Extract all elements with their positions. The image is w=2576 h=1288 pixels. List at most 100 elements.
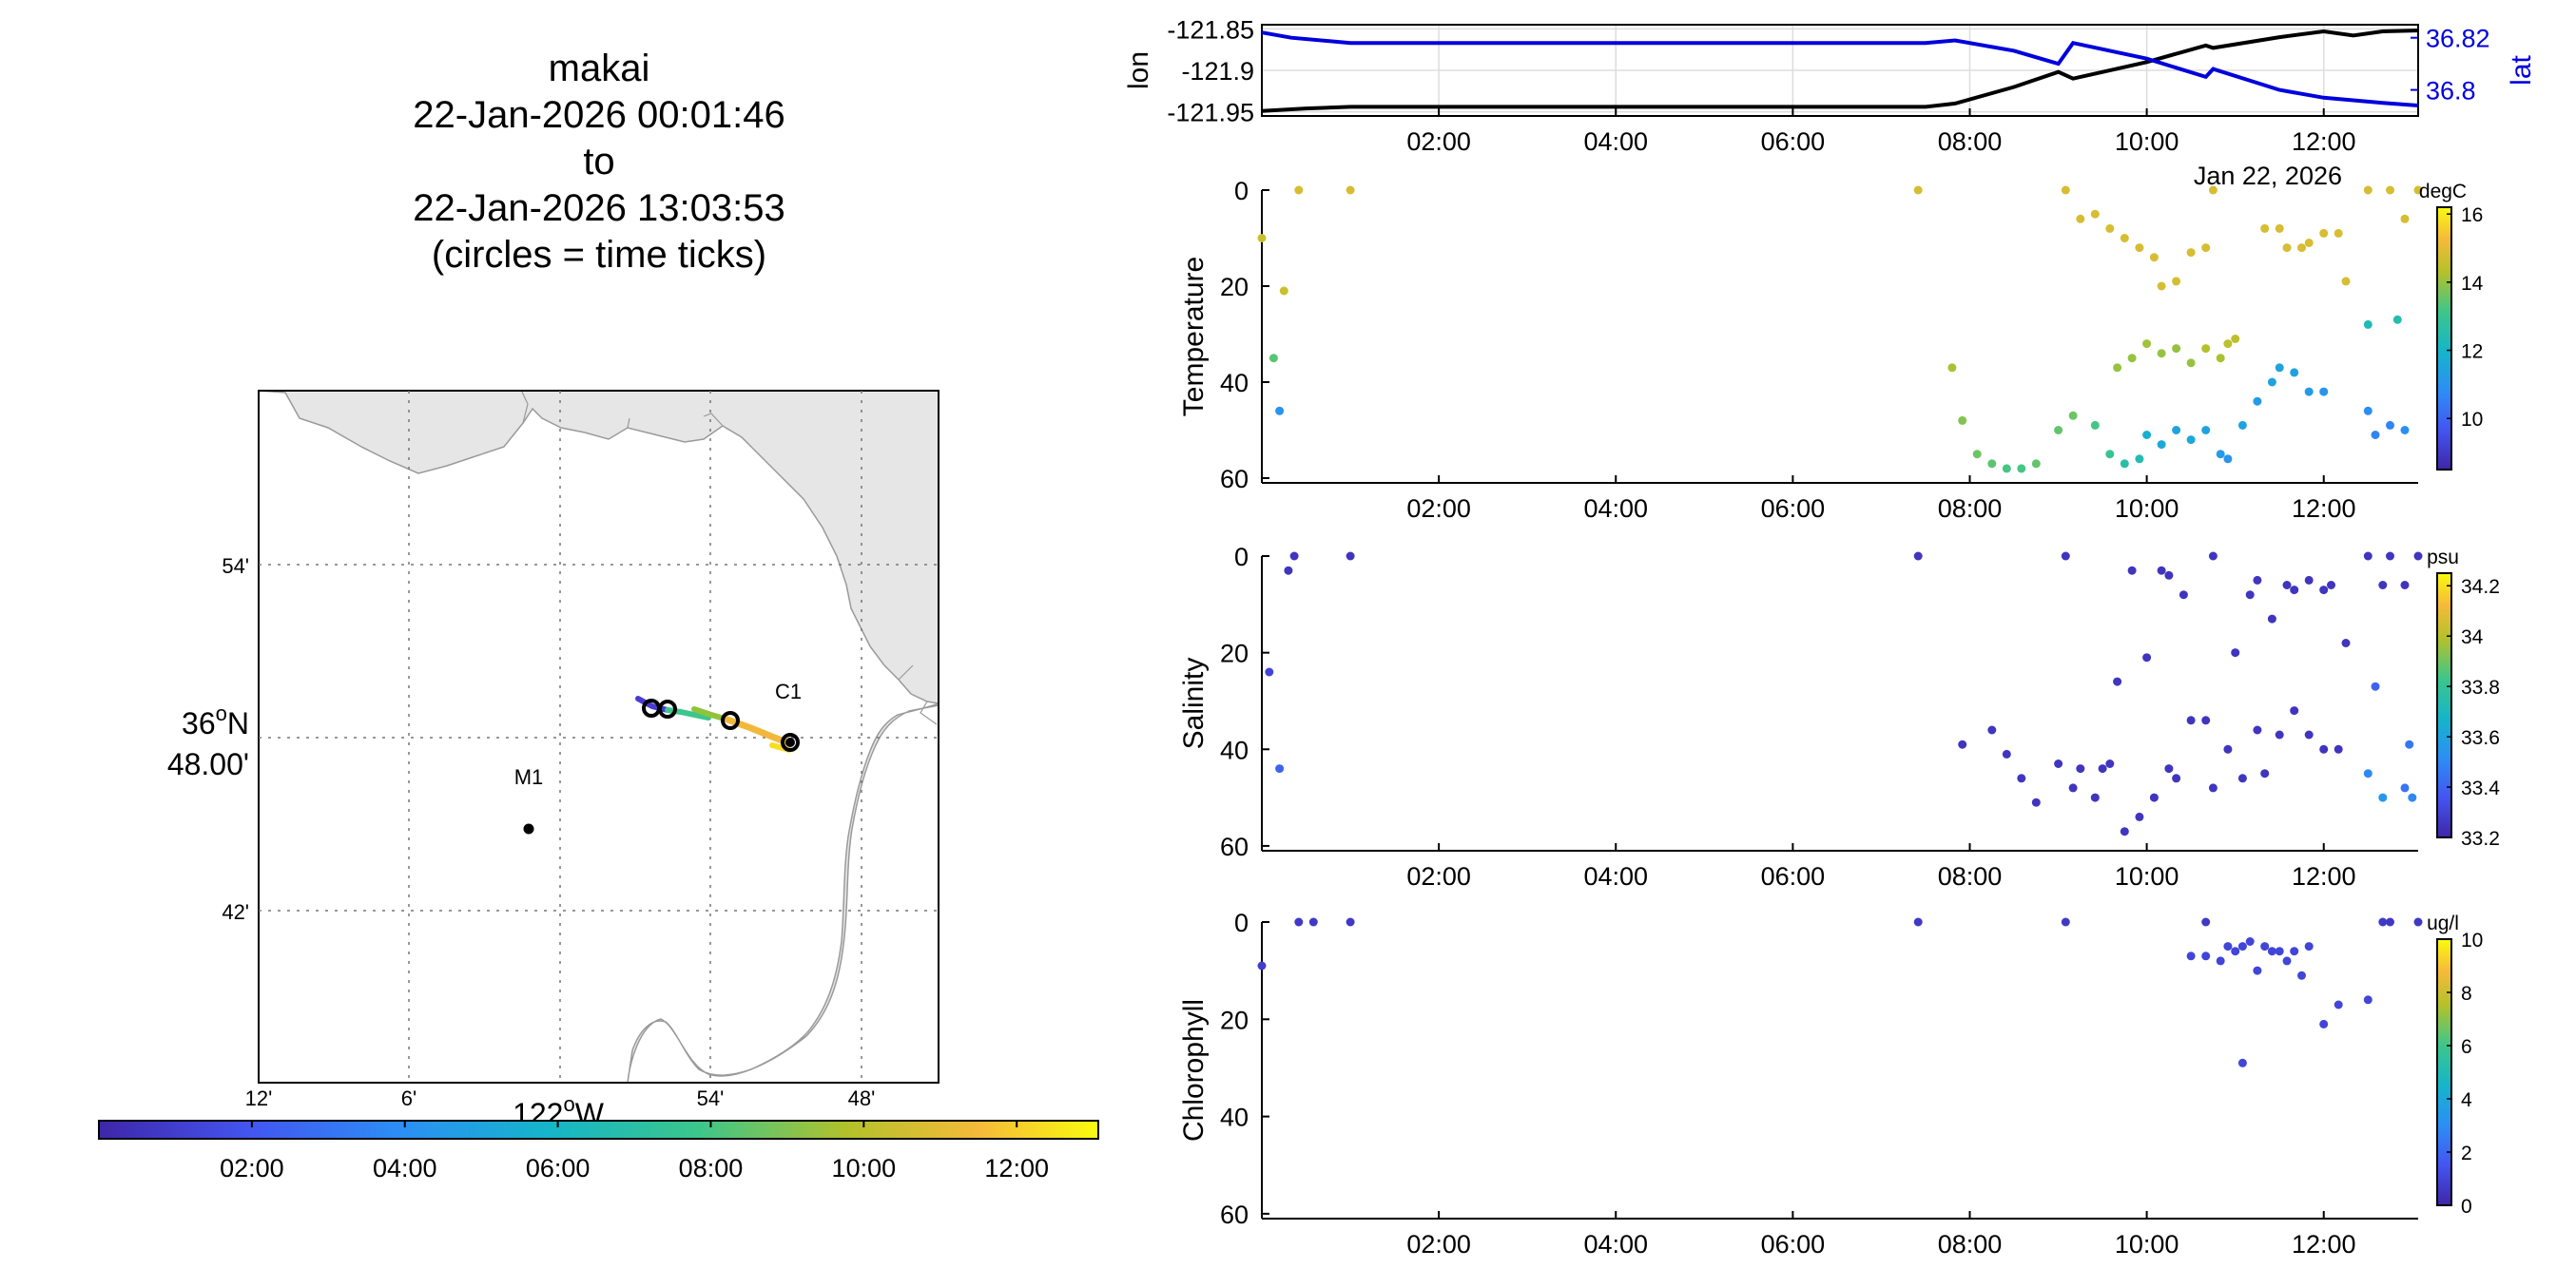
lat-axis-label: lat	[2506, 54, 2537, 85]
data-point	[2186, 435, 2196, 445]
data-point	[1987, 725, 1997, 735]
y-tick-label: 0	[1234, 909, 1249, 937]
colorbar-unit: degC	[2419, 181, 2467, 202]
colorbar-tick-label: 12	[2461, 341, 2483, 363]
data-point	[2378, 581, 2388, 589]
data-point	[2098, 764, 2107, 774]
position-axes-frame	[1261, 24, 2419, 117]
data-point	[1972, 450, 1982, 459]
data-point	[2231, 335, 2240, 343]
data-point	[2334, 1000, 2343, 1009]
data-point	[2076, 764, 2085, 774]
data-point	[2363, 995, 2373, 1005]
data-point	[2290, 586, 2299, 595]
data-point	[2186, 952, 2196, 961]
colorbar-tick-label: 14	[2461, 273, 2484, 295]
y-tick-label: 0	[1234, 543, 1249, 571]
map-time-colorbar	[98, 1120, 1099, 1140]
colorbar	[2436, 206, 2452, 471]
colorbar-tick-label: 4	[2461, 1089, 2472, 1111]
y-tick-label: 60	[1220, 465, 1249, 493]
time-series-panels: -121.85 -121.9 -121.95 36.82 36.8 lon lat 02:00…	[1123, 15, 2537, 1259]
colorbar	[2436, 938, 2452, 1206]
data-point	[2164, 764, 2174, 774]
data-point	[2386, 185, 2394, 195]
map-frame	[258, 390, 939, 1084]
data-point	[1958, 415, 1967, 425]
data-point	[2363, 769, 2373, 779]
data-point	[1275, 406, 1285, 415]
title-start: 22-Jan-2026 00:01:46	[413, 94, 785, 136]
colorbar-tick-label: 34.2	[2461, 576, 2500, 598]
data-point	[2386, 551, 2394, 561]
colorbar-tick-label: 08:00	[679, 1154, 744, 1182]
x-tick-label: 08:00	[1938, 127, 2003, 156]
data-point	[2113, 363, 2122, 373]
salinity-panel: 0 20 40 60 Salinity 02:00 04:00 06:00 08:00 10:00…	[1178, 543, 2500, 891]
y-tick-label: 20	[1220, 1006, 1249, 1034]
data-point	[2319, 387, 2329, 396]
y-tick-label: 40	[1220, 736, 1249, 764]
data-point	[2260, 769, 2270, 779]
data-point	[2334, 744, 2343, 754]
map-land	[259, 391, 939, 1083]
data-point	[2363, 319, 2373, 329]
data-point	[2282, 243, 2292, 253]
title-note: (circles = time ticks)	[431, 234, 767, 276]
colorbar-tick-label: 6	[2461, 1036, 2472, 1058]
x-tick-label: 04:00	[1583, 1230, 1648, 1259]
map-lon-tick-54: 54'	[697, 1086, 725, 1110]
data-point	[2290, 947, 2299, 956]
data-point	[2275, 730, 2284, 740]
x-tick-label: 08:00	[1938, 862, 2003, 891]
data-point	[2319, 228, 2329, 238]
colorbar-tick-label: 06:00	[526, 1154, 591, 1182]
x-tick-label: 10:00	[2115, 494, 2179, 523]
data-point	[2105, 223, 2115, 233]
data-point	[2223, 942, 2233, 952]
data-point	[2231, 947, 2240, 956]
data-point	[2031, 798, 2041, 807]
x-tick-label: 10:00	[2115, 1230, 2179, 1259]
data-point	[2090, 793, 2100, 802]
data-point	[2297, 971, 2306, 980]
data-point	[2172, 774, 2181, 783]
data-point	[2237, 1058, 2247, 1067]
data-point	[2253, 966, 2262, 975]
lat-tick-label: 36.82	[2426, 25, 2490, 53]
data-point	[2054, 426, 2063, 434]
y-axis-label: Temperature	[1178, 257, 1210, 416]
data-point	[2208, 783, 2218, 793]
data-point	[2061, 185, 2070, 195]
y-tick-label: 40	[1220, 369, 1249, 397]
colorbar-tick-label: 33.8	[2461, 677, 2500, 699]
data-point	[1346, 551, 1355, 561]
data-point	[2304, 239, 2314, 247]
data-point	[2054, 759, 2063, 768]
data-point	[2179, 590, 2188, 600]
map-lon-tick-6: 6'	[401, 1086, 416, 1110]
data-point	[2297, 243, 2306, 253]
data-point	[1275, 764, 1285, 774]
lon-tick-label: -121.9	[1181, 57, 1254, 86]
data-point	[2157, 440, 2166, 450]
data-point	[2172, 426, 2181, 434]
data-point	[2363, 185, 2373, 195]
data-point	[2253, 725, 2262, 735]
data-point	[1958, 740, 1967, 749]
data-point	[2002, 464, 2011, 473]
data-point	[2120, 234, 2129, 242]
position-panel: -121.85 -121.9 -121.95 36.82 36.8 lon lat 02:00…	[1123, 15, 2537, 190]
lon-tick-label: -121.85	[1167, 15, 1254, 44]
data-point	[2378, 917, 2388, 927]
data-point	[2319, 744, 2329, 754]
data-point	[2105, 450, 2115, 459]
data-point	[2002, 749, 2011, 759]
data-point	[2386, 917, 2394, 927]
x-tick-label: 08:00	[1938, 494, 2003, 523]
data-point	[2201, 243, 2211, 253]
data-point	[2400, 581, 2410, 589]
data-point	[2017, 464, 2026, 473]
data-point	[2237, 774, 2247, 783]
